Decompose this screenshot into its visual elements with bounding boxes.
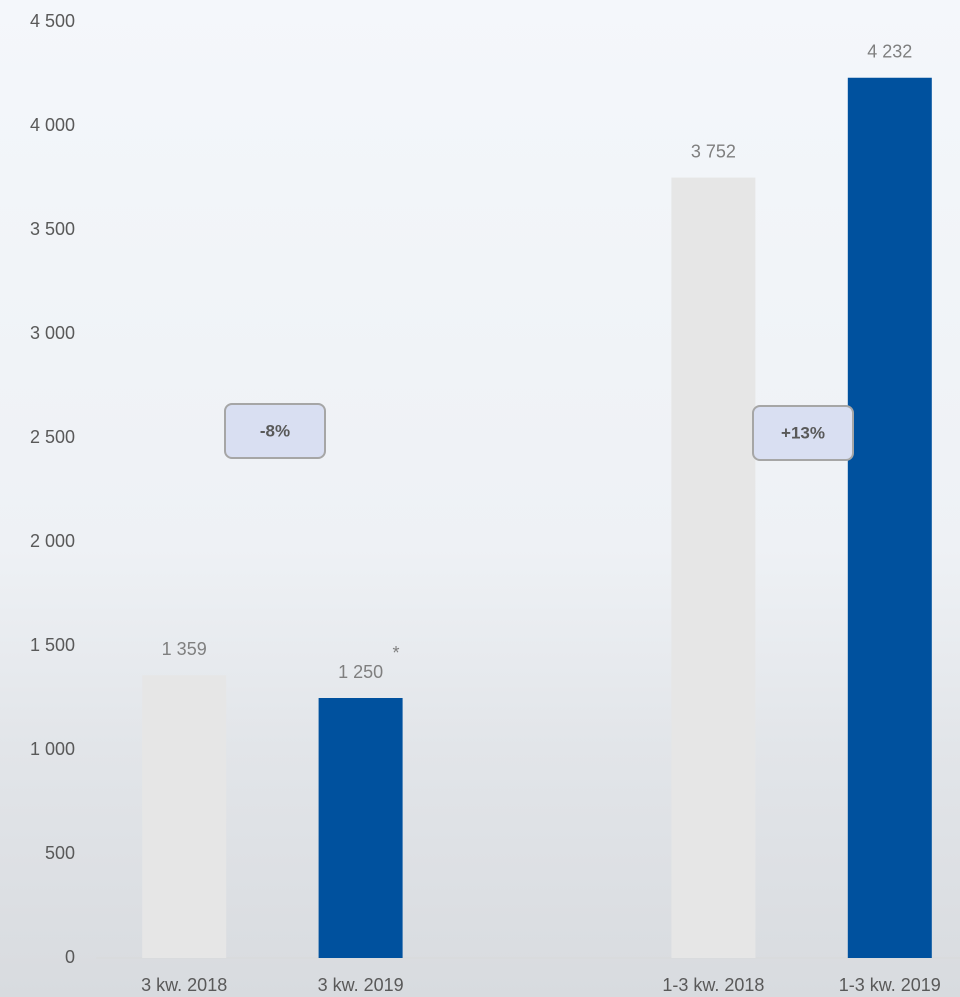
y-tick-label: 0 — [65, 947, 75, 967]
y-tick-label: 4 500 — [30, 11, 75, 31]
change-label: -8% — [260, 421, 290, 440]
bar — [318, 698, 403, 958]
y-tick-label: 1 000 — [30, 739, 75, 759]
x-tick-label: 3 kw. 2018 — [141, 975, 227, 995]
bar — [847, 77, 932, 958]
bar — [671, 177, 756, 959]
x-tick-label: 1-3 kw. 2019 — [839, 975, 941, 995]
x-tick-label: 1-3 kw. 2018 — [662, 975, 764, 995]
y-tick-label: 3 000 — [30, 323, 75, 343]
y-tick-label: 1 500 — [30, 635, 75, 655]
y-tick-label: 4 000 — [30, 115, 75, 135]
y-tick-label: 2 000 — [30, 531, 75, 551]
change-badge — [752, 405, 854, 461]
value-label: 4 232 — [867, 41, 912, 61]
x-tick-label: 3 kw. 2019 — [318, 975, 404, 995]
y-tick-label: 500 — [45, 843, 75, 863]
footnote-mark: * — [392, 643, 399, 663]
value-label: 1 359 — [162, 639, 207, 659]
change-badge — [224, 403, 326, 459]
change-label: +13% — [781, 423, 825, 442]
value-label: 1 250 — [338, 662, 383, 682]
value-label: 3 752 — [691, 141, 736, 161]
bar — [142, 675, 227, 958]
y-tick-label: 3 500 — [30, 219, 75, 239]
y-tick-label: 2 500 — [30, 427, 75, 447]
